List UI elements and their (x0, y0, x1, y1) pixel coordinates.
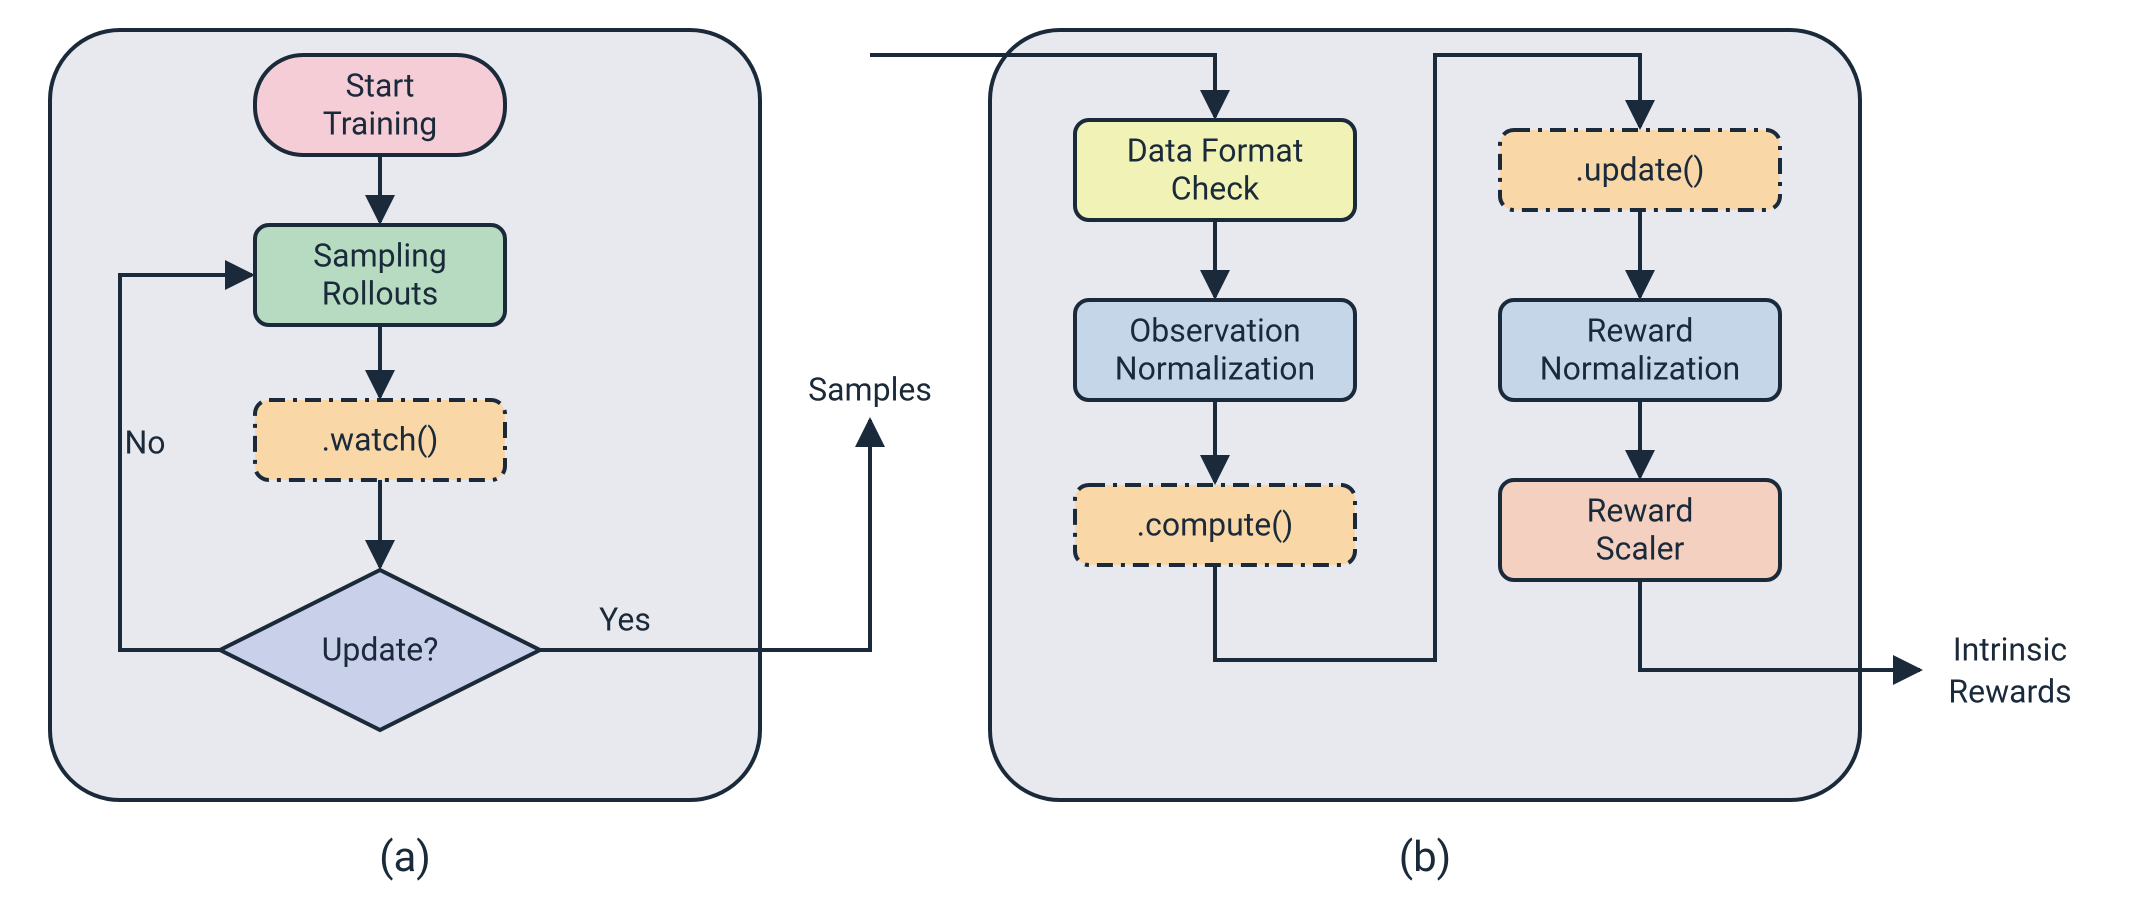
node-watch-label: .watch() (322, 420, 439, 458)
node-obs-norm-label-2: Normalization (1115, 349, 1315, 387)
flowchart-diagram: Start Training Sampling Rollouts .watch(… (0, 0, 2147, 899)
panel-b-label: (b) (1399, 833, 1452, 882)
node-reward-norm-label-2: Normalization (1540, 349, 1740, 387)
node-sampling-label-2: Rollouts (322, 274, 438, 312)
node-obs-norm-label-1: Observation (1129, 311, 1300, 349)
edge-label-intrinsic-2: Rewards (1948, 672, 2071, 710)
panel-a-label: (a) (379, 833, 431, 882)
node-update-fn-label: .update() (1575, 150, 1704, 188)
node-update-decision-label: Update? (322, 630, 439, 668)
edge-label-samples: Samples (808, 370, 932, 408)
edge-label-no: No (124, 423, 165, 461)
node-reward-norm-label-1: Reward (1587, 311, 1694, 349)
node-data-check-label-1: Data Format (1127, 131, 1304, 169)
node-reward-scaler-label-1: Reward (1587, 491, 1694, 529)
node-data-check-label-2: Check (1171, 169, 1260, 207)
node-reward-scaler-label-2: Scaler (1596, 529, 1685, 567)
node-compute-label: .compute() (1137, 505, 1294, 543)
edge-label-yes: Yes (599, 600, 651, 638)
edge-label-intrinsic-1: Intrinsic (1953, 630, 2067, 668)
node-start-label-2: Training (323, 104, 437, 142)
node-start-label-1: Start (346, 66, 415, 104)
node-sampling-label-1: Sampling (313, 236, 447, 274)
